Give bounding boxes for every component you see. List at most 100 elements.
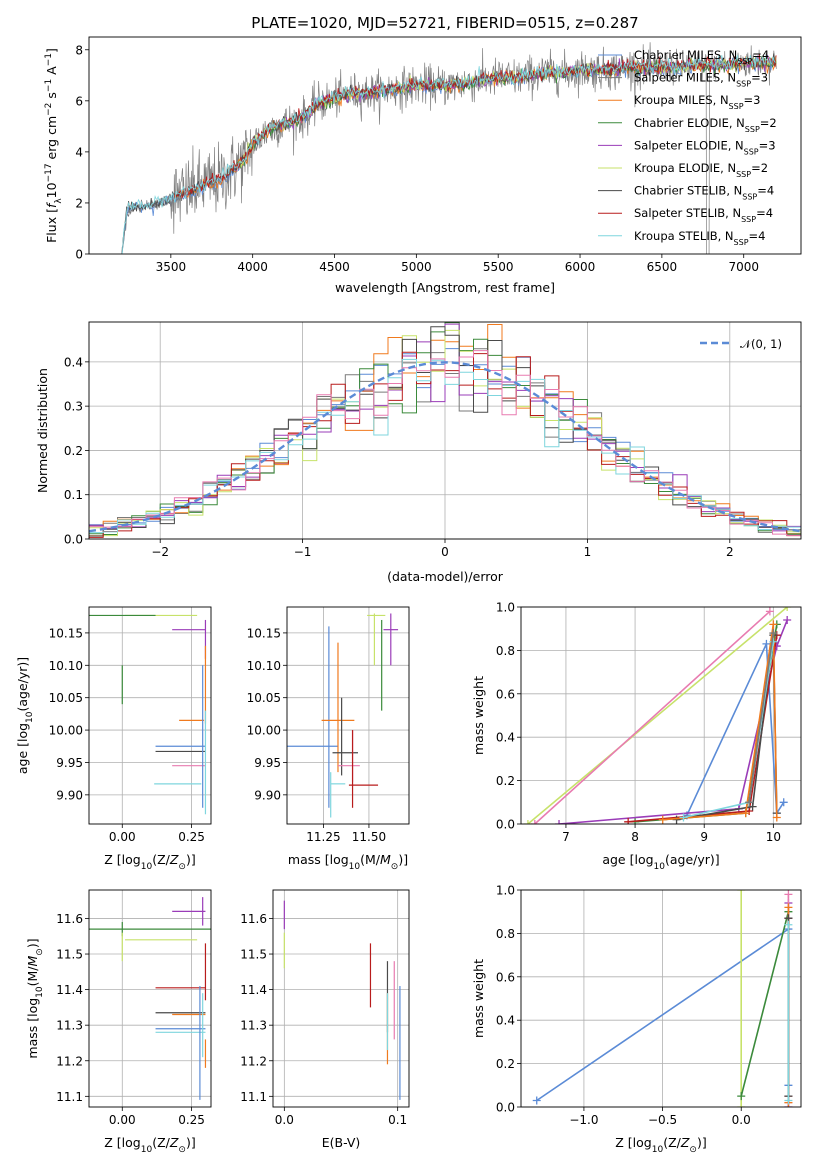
marker: [532, 1096, 541, 1105]
x-tick-label: 0.0: [275, 1113, 294, 1127]
panel-5: 0.00 0.25 11.1 11.2 11.3 11.4 11.5 11.6: [56, 889, 212, 1127]
figure-title: PLATE=1020, MJD=52721, FIBERID=0515, z=0…: [251, 14, 638, 32]
x-axis-label: wavelength [Angstrom, rest frame]: [335, 280, 555, 295]
axes-frame: [520, 606, 802, 825]
marker: [530, 820, 539, 824]
y-tick-label: 11.4: [240, 983, 267, 997]
y-tick-label: 0.0: [496, 1101, 515, 1115]
y-tick-label: 9.95: [56, 756, 83, 770]
panel-0: 3500 4000 4500 5000 5500 6000 6500 7000 0 2 4 6 8: [75, 36, 802, 274]
y-tick-label: 10.10: [49, 659, 83, 673]
marker: [741, 809, 750, 818]
marker: [783, 616, 792, 625]
y-tick-label: 11.3: [240, 1019, 267, 1033]
axes-frame: [88, 36, 802, 255]
x-tick-label: 0.1: [388, 1113, 407, 1127]
x-tick-label: 2: [726, 545, 734, 559]
y-tick-label: 0.4: [496, 1014, 515, 1028]
y-tick-label: 9.95: [254, 756, 281, 770]
y-tick-label: 11.3: [56, 1019, 83, 1033]
marker: [748, 802, 757, 811]
marker: [658, 815, 667, 824]
plot-area: [532, 890, 793, 1107]
marker: [624, 817, 633, 824]
marker: [737, 1103, 746, 1107]
x-tick-label: 5500: [483, 260, 514, 274]
y-tick-label: 0.6: [496, 970, 515, 984]
x-axis-label: Z [log10(Z/Z⊙)]: [104, 852, 195, 872]
x-tick-label: 6000: [565, 260, 596, 274]
y-tick-label: 0.2: [496, 1057, 515, 1071]
x-tick-label: 11.25: [306, 830, 340, 844]
y-tick-label: 0.2: [496, 774, 515, 788]
legend-entry: Chabrier STELIB, NSSP=4: [634, 184, 774, 202]
y-axis-label: age [log10(age/yr)]: [15, 657, 35, 774]
legend: Chabrier MILES, NSSP=4 Salpeter MILES, NS…: [598, 48, 777, 246]
legend-entry: Chabrier ELODIE, NSSP=2: [634, 116, 777, 134]
series-chabrier_miles: [686, 643, 785, 816]
y-axis-label: mass [log10(M/M⊙)]: [25, 938, 45, 1058]
plot-area: [89, 614, 207, 815]
y-tick-label: 8: [75, 43, 83, 57]
plot-area: [523, 607, 792, 824]
legend-entry: Chabrier MILES, NSSP=4: [634, 48, 769, 66]
marker: [772, 813, 781, 822]
gaussian-curve: [89, 361, 801, 533]
y-axis-label: Flux [fλ10−17 erg cm−2 s−1 A−1]: [44, 48, 64, 243]
y-tick-label: 9.90: [56, 788, 83, 802]
marker: [762, 639, 771, 648]
x-axis-label: Z [log10(Z/Z⊙)]: [104, 1135, 195, 1155]
x-axis-label: E(B-V): [322, 1135, 361, 1150]
y-tick-label: 11.2: [56, 1054, 83, 1068]
x-axis-label: mass [log10(M/M⊙)]: [288, 852, 408, 872]
y-tick-label: 0: [75, 248, 83, 262]
x-tick-label: 5000: [401, 260, 432, 274]
marker: [784, 903, 793, 912]
y-tick-label: 11.2: [240, 1054, 267, 1068]
y-tick-label: 2: [75, 196, 83, 210]
marker: [737, 1092, 746, 1101]
x-tick-label: 0.0: [732, 1113, 751, 1127]
plot-area: [287, 613, 399, 818]
x-tick-label: 10: [766, 830, 781, 844]
y-tick-label: 0.1: [64, 488, 83, 502]
y-tick-label: 10.00: [247, 724, 281, 738]
y-tick-label: 11.4: [56, 983, 83, 997]
legend-entry: Kroupa ELODIE, NSSP=2: [634, 161, 768, 179]
x-tick-label: 0.00: [109, 1113, 136, 1127]
marker: [765, 607, 774, 616]
y-tick-label: 11.6: [240, 912, 267, 926]
marker: [523, 820, 532, 824]
marker: [745, 798, 754, 807]
marker: [783, 607, 792, 611]
marker: [769, 629, 778, 638]
x-tick-label: 0.25: [178, 830, 205, 844]
axes-frame: [88, 321, 802, 540]
axes-frame: [88, 606, 212, 825]
marker: [555, 820, 564, 824]
y-tick-label: 10.15: [247, 626, 281, 640]
legend-entry: Kroupa STELIB, NSSP=4: [634, 229, 765, 247]
y-axis-label: mass weight: [471, 959, 486, 1038]
y-tick-label: 0.4: [496, 731, 515, 745]
x-tick-label: 0: [441, 545, 449, 559]
y-tick-label: 10.05: [247, 691, 281, 705]
y-tick-label: 10.05: [49, 691, 83, 705]
y-tick-label: 11.1: [56, 1090, 83, 1104]
legend-entry: Kroupa MILES, NSSP=3: [634, 93, 760, 111]
plot-area: [121, 42, 777, 254]
y-tick-label: 10.10: [247, 659, 281, 673]
panel-4: 7 8 9 10 0.0 0.2 0.4 0.6 0.8 1.0: [496, 601, 802, 844]
model-salpeter_stelib: [173, 54, 777, 202]
y-tick-label: 0.8: [496, 644, 515, 658]
y-tick-label: 0.6: [496, 687, 515, 701]
y-tick-label: 0.2: [64, 444, 83, 458]
y-tick-label: 0.4: [64, 355, 83, 369]
panel-2: 0.00 0.25 9.90 9.95 10.00 10.05 10.10 10.15: [49, 606, 212, 844]
y-tick-label: 0.0: [496, 818, 515, 832]
y-axis-label: Normed distribution: [35, 368, 50, 493]
y-tick-label: 0.0: [64, 533, 83, 547]
marker: [784, 890, 793, 899]
axes-frame: [286, 606, 410, 825]
y-tick-label: 11.1: [240, 1090, 267, 1104]
